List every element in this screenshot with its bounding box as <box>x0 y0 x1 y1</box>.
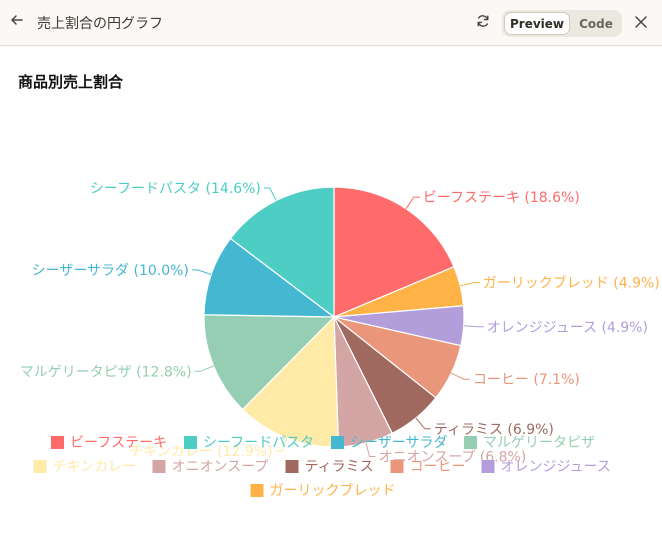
arrow-left-icon <box>9 12 25 32</box>
pie-slices <box>203 186 465 448</box>
slice-label: ガーリックブレッド (4.9%) <box>483 275 660 292</box>
back-button[interactable] <box>6 11 28 33</box>
chart-title: 商品別売上割合 <box>18 73 124 91</box>
slice-label: オレンジジュース (4.9%) <box>487 320 648 336</box>
leader-line <box>450 372 470 380</box>
legend-label: ティラミス <box>305 459 374 475</box>
leader-line <box>463 325 484 328</box>
preview-pane: 商品別売上割合 ビーフステーキ (18.6%) ガーリックブレッド (4.9%) オ… <box>0 47 662 535</box>
legend-label: チキンカレー <box>53 459 137 475</box>
slice-label: シーザーサラダ (10.0%) <box>32 263 189 279</box>
legend-label: オレンジジュース <box>501 459 611 475</box>
close-button[interactable] <box>630 12 652 34</box>
pie-chart: ビーフステーキ (18.6%) ガーリックブレッド (4.9%) オレンジジュース … <box>20 181 660 499</box>
legend-swatch <box>184 436 197 449</box>
legend-label: オニオンスープ <box>172 459 269 475</box>
pie-slice <box>333 186 455 318</box>
slice-label: シーフードパスタ (14.6%) <box>90 181 261 197</box>
slice-label: ビーフステーキ (18.6%) <box>423 190 580 206</box>
slice-label: コーヒー (7.1%) <box>473 372 580 388</box>
refresh-button[interactable] <box>472 12 494 34</box>
leader-line <box>415 417 431 430</box>
legend-label: マルゲリータピザ <box>483 435 595 451</box>
view-toggle: Preview Code <box>502 10 622 37</box>
slice-label: チキンカレー (12.9%) <box>129 444 272 460</box>
leader-line <box>263 187 277 201</box>
legend-label: ガーリックブレッド <box>270 482 396 499</box>
leader-line <box>405 196 420 210</box>
pie-slice <box>203 237 336 318</box>
pie-slice <box>229 186 335 319</box>
legend-swatch <box>481 460 495 473</box>
legend-swatch <box>285 460 299 473</box>
leader-line <box>194 365 214 372</box>
legend-swatch <box>390 460 404 473</box>
legend-swatch <box>33 460 47 473</box>
tab-preview[interactable]: Preview <box>504 12 570 35</box>
top-bar: 売上割合の円グラフ Preview Code <box>0 0 662 46</box>
leader-line <box>191 269 212 275</box>
legend-swatch <box>250 484 264 497</box>
leader-line <box>460 282 480 287</box>
refresh-icon <box>475 13 491 33</box>
tab-code[interactable]: Code <box>579 16 613 31</box>
slice-label: マルゲリータピザ (12.8%) <box>20 364 192 380</box>
close-icon <box>634 14 648 33</box>
leader-line <box>275 437 288 452</box>
legend-label: シーフードパスタ <box>203 435 314 451</box>
legend-label: ビーフステーキ <box>70 435 167 451</box>
legend-swatch <box>152 460 166 473</box>
legend-swatch <box>51 436 64 449</box>
legend-swatch <box>464 436 477 449</box>
slice-labels: ビーフステーキ (18.6%) ガーリックブレッド (4.9%) オレンジジュース … <box>20 181 660 466</box>
legend-label: コーヒー <box>410 459 466 475</box>
slice-label: ティラミス (6.9%) <box>434 422 554 438</box>
legend-label: シーザーサラダ <box>350 435 447 451</box>
window-title: 売上割合の円グラフ <box>37 16 163 32</box>
leader-line <box>365 442 376 457</box>
legend-swatch <box>331 436 344 449</box>
